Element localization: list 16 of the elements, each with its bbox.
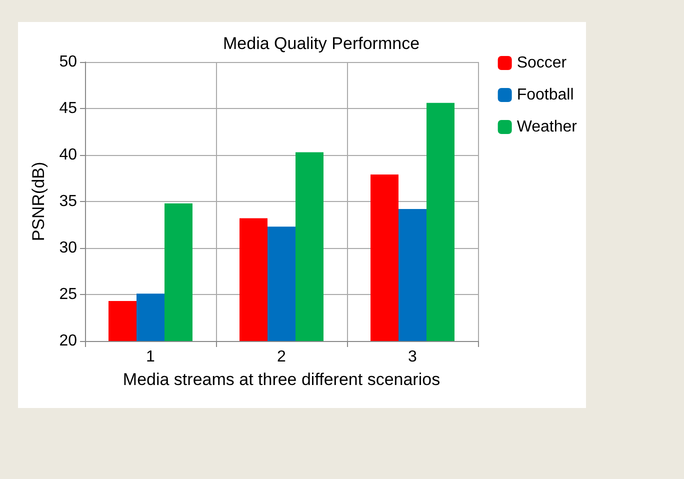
legend-label: Football: [516, 86, 574, 104]
y-tick-label: 40: [59, 146, 78, 164]
legend-label: Soccer: [516, 54, 568, 72]
y-tick-label: 20: [59, 332, 78, 350]
y-tick-label: 50: [59, 54, 78, 70]
x-axis-title: Media streams at three different scenarios: [122, 370, 440, 389]
y-tick-label: 45: [59, 100, 78, 117]
chart-title: Media Quality Performnce: [223, 34, 420, 53]
y-tick-label: 25: [59, 286, 78, 303]
legend-label: Weather: [516, 118, 578, 136]
x-tick-label: 1: [146, 348, 156, 366]
x-tick-label: 3: [408, 348, 418, 366]
y-axis-title: PSNR(dB): [29, 162, 48, 242]
x-tick-label: 2: [277, 348, 286, 366]
y-tick-label: 35: [59, 193, 78, 210]
y-tick-label: 30: [59, 240, 78, 256]
